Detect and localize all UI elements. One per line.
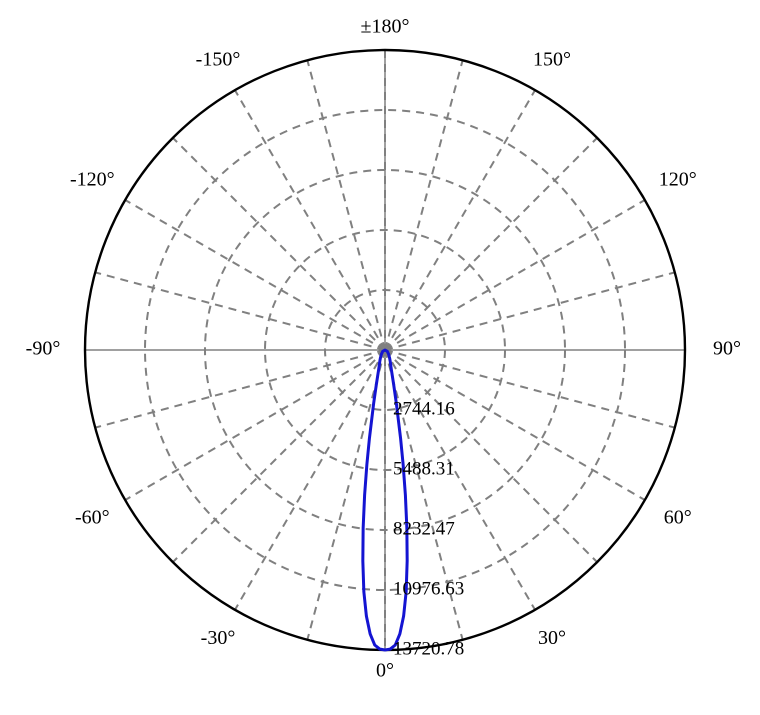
angle-label: 150° (533, 48, 571, 70)
polar-chart: 0° 30° 60° 90° 120° 150° ±180° -150° -120° -90° -6… (0, 0, 760, 715)
angle-label: 30° (538, 627, 566, 649)
angle-label: 60° (664, 507, 692, 529)
radial-label: 10976.63 (393, 578, 464, 599)
angle-label: -120° (70, 169, 115, 191)
angle-label: 90° (713, 338, 741, 360)
radial-label: 13720.78 (393, 638, 464, 659)
radial-label: 8232.47 (393, 518, 455, 539)
angle-label: -30° (201, 627, 236, 649)
angle-label: 120° (659, 169, 697, 191)
angle-label: ±180° (361, 16, 410, 38)
angle-label: -60° (75, 507, 110, 529)
angle-label: -150° (196, 48, 241, 70)
radial-label: 5488.31 (393, 458, 455, 479)
angle-label: 0° (376, 660, 394, 682)
angle-label: -90° (26, 338, 61, 360)
radial-label: 2744.16 (393, 398, 455, 419)
